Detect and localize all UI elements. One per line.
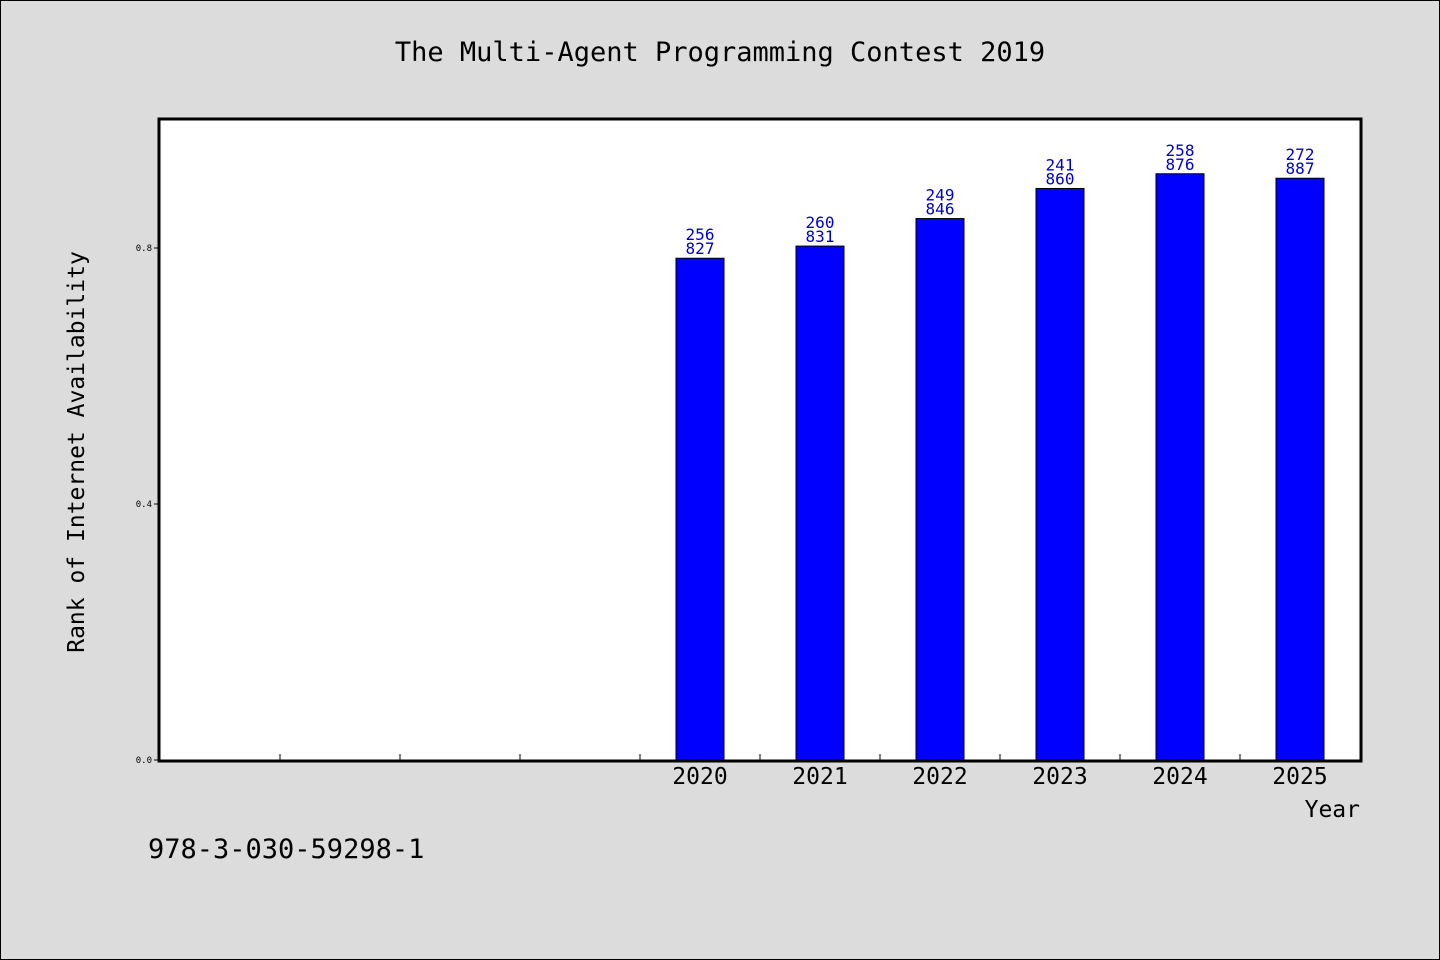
data-label-bottom: 846	[926, 200, 955, 219]
data-label-bottom: 887	[1286, 159, 1315, 178]
data-label-top: 260	[806, 213, 835, 232]
data-label-bottom: 831	[806, 227, 835, 246]
x-axis-label: Year	[1305, 797, 1360, 823]
x-tick-label: 2020	[672, 764, 727, 790]
x-tick-label: 2023	[1032, 764, 1087, 790]
bar	[1035, 187, 1085, 761]
y-tick-label: 0.0	[136, 756, 152, 766]
y-axis: 0.0 0.4 0.8	[136, 244, 160, 766]
x-tick-label: 2024	[1152, 764, 1207, 790]
data-label-top: 256	[686, 225, 715, 244]
data-label-bottom: 860	[1046, 169, 1075, 188]
data-label-bottom: 827	[686, 239, 715, 258]
x-tick-label: 2022	[912, 764, 967, 790]
bar	[675, 257, 725, 761]
y-tick-label: 0.8	[136, 244, 152, 254]
data-label-top: 241	[1046, 155, 1075, 174]
bar	[915, 218, 965, 761]
data-label-top: 272	[1286, 145, 1315, 164]
data-label-bottom: 876	[1166, 155, 1195, 174]
y-axis-label: Rank of Internet Availability	[64, 251, 90, 653]
bars-group	[675, 173, 1325, 761]
chart-title: The Multi-Agent Programming Contest 2019	[395, 37, 1045, 68]
bar	[1275, 177, 1325, 761]
y-tick-label: 0.4	[136, 500, 152, 510]
x-tick-label: 2021	[792, 764, 847, 790]
x-tick-label: 2025	[1272, 764, 1327, 790]
bar	[1155, 173, 1205, 761]
x-axis: 2020 2021 2022 2023 2024 2025	[279, 754, 1328, 790]
footer-identifier: 978-3-030-59298-1	[148, 834, 425, 865]
bar	[795, 245, 845, 761]
data-label-top: 249	[926, 186, 955, 205]
data-label-top: 258	[1166, 141, 1195, 160]
